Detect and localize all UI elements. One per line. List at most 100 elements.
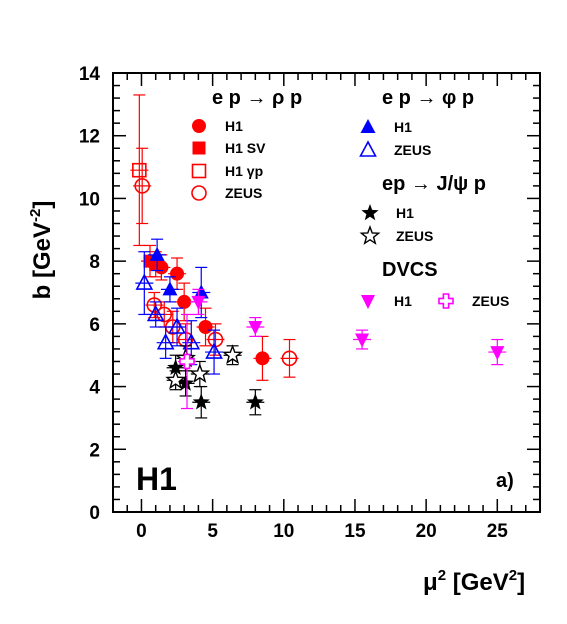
x-axis-title-part: [GeV [446,569,509,596]
legend-label-dvcs_h1: H1 [394,293,412,309]
marker-rho_zeus [146,297,163,313]
data-point [192,266,211,319]
y-axis-title: b [GeV-2] [27,201,56,300]
y-axis-title-sup: -2 [27,209,44,222]
legend-marker-jpsi_zeus [359,224,381,245]
marker-rho_h1 [198,319,213,334]
series-phi_zeus [135,251,224,375]
marker-jpsi_zeus [222,344,243,365]
marker-dvcs_h1 [191,295,206,310]
axes: 0 5 10 15 20 25 0 2 4 6 8 10 12 14 [79,64,541,542]
legend-marker-rho_h1 [192,119,206,133]
data-point [148,238,167,272]
legend-marker-dvcs_h1 [361,295,375,309]
x-tick-label: 25 [487,521,509,542]
legend-marker-phi_h1 [360,119,376,133]
legend-label-phi_zeus: ZEUS [394,142,431,158]
legend-header-phi: e p → φ p [382,87,474,109]
legend-label-dvcs_zeus: ZEUS [472,293,509,309]
data-point [160,276,179,303]
x-axis-title: μ2 [GeV2] [423,567,525,596]
data-point [205,329,224,375]
data-point [156,326,175,359]
x-tick-label: 20 [416,521,437,542]
data-point [135,251,154,316]
data-point [189,288,208,316]
series-dvcs_zeus [178,313,197,410]
marker-jpsi_h1 [192,393,210,410]
marker-dvcs_h1 [490,346,505,361]
data-point [353,329,372,350]
data-marks [130,94,507,419]
marker-phi_h1 [149,246,165,261]
marker-phi_h1 [193,284,209,299]
x-tick-label: 10 [273,521,294,542]
data-point [253,335,272,381]
data-point [222,344,243,366]
series-phi_h1 [148,238,211,319]
legend-marker-jpsi_h1 [361,204,379,221]
data-point [165,369,187,391]
legend-label-jpsi_zeus: ZEUS [396,228,433,244]
marker-phi_zeus [135,273,154,290]
data-point [192,385,211,419]
marker-rho_zeus [281,350,298,367]
x-tick-label: 0 [136,521,147,542]
data-point [145,291,164,319]
data-point [246,316,265,337]
labels: H1 a)μ2 [GeV2]b [GeV-2] [27,201,525,596]
data-point [189,360,211,388]
data-point [196,307,215,347]
x-axis-title-part: μ [423,569,438,596]
legend-marker-dvcs_zeus [438,293,454,309]
marker-rho_h1 [177,294,192,309]
series-jpsi_h1 [166,354,265,419]
y-tick-label: 8 [89,252,100,273]
marker-jpsi_zeus [189,362,211,383]
legend-header-rho: e p → ρ p [212,87,302,109]
marker-jpsi_h1 [167,358,185,375]
legend-label-rho_h1sv: H1 SV [225,140,266,156]
marker-phi_h1 [162,281,178,296]
y-axis-title-part: ] [29,201,56,209]
panel-label: a) [496,470,514,492]
legend-marker-rho_h1gp [191,163,207,179]
y-tick-label: 0 [89,503,100,524]
marker-dvcs_h1 [355,333,370,348]
y-tick-label: 6 [89,315,100,336]
legend-label-rho_zeus: ZEUS [225,185,262,201]
x-tick-label: 5 [207,521,218,542]
marker-rho_h1 [170,266,185,281]
legend-marker-phi_zeus [359,140,377,157]
y-tick-label: 12 [79,127,100,148]
y-tick-label: 10 [79,189,100,210]
experiment-label: H1 [136,461,177,497]
data-point [280,338,299,378]
data-point [130,94,149,247]
marker-phi_zeus [205,342,223,359]
legend-marker-rho_h1sv [192,141,206,155]
marker-rho_h1 [255,351,270,366]
x-axis-title-sup: 2 [509,567,517,584]
marker-dvcs_h1 [248,320,263,335]
y-axis-title-part: b [GeV [29,222,56,299]
marker-jpsi_h1 [246,393,264,410]
marker-rho_zeus [134,178,150,194]
legend-label-phi_h1: H1 [394,119,412,135]
data-point [488,338,507,366]
marker-rho_h1sv [149,257,163,271]
marker-phi_zeus [146,304,165,322]
legend-label-jpsi_h1: H1 [396,205,414,221]
marker-phi_zeus [156,332,175,350]
marker-jpsi_zeus [165,369,187,390]
legend-header-dvcs: DVCS [382,259,438,281]
data-point [133,147,152,225]
x-axis-title-part: ] [517,569,525,596]
x-axis-title-sup: 2 [438,567,446,584]
y-tick-label: 2 [89,440,100,461]
x-tick-label: 15 [344,521,366,542]
data-point [246,389,265,416]
legend-label-rho_h1: H1 [225,118,243,134]
data-point [146,301,165,328]
